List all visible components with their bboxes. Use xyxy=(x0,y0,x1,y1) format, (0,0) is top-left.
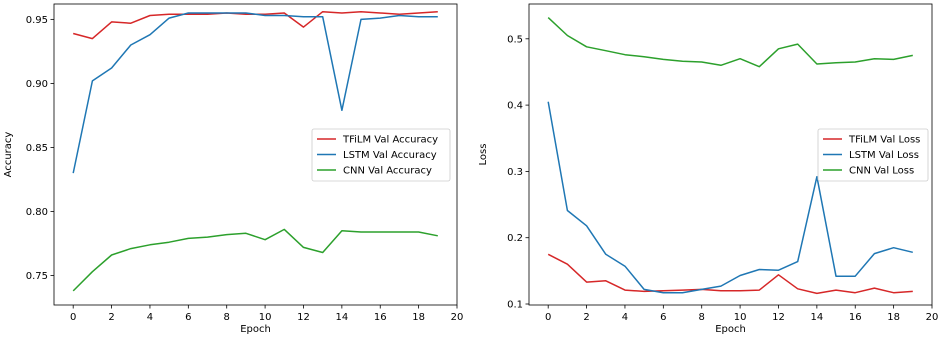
x-tick-label: 14 xyxy=(810,312,823,323)
x-tick-label: 6 xyxy=(185,312,191,323)
x-tick-label: 0 xyxy=(70,312,76,323)
y-tick-label: 0.5 xyxy=(507,34,523,45)
chart-panel-1: 0 2 4 6 8 10 12 14 16 18 20 0.75 0.80 0.85 0.90 0.95 Epo… xyxy=(3,4,463,334)
x-tick-label: 14 xyxy=(335,312,348,323)
series-line-3 xyxy=(73,229,438,291)
x-tick-label: 0 xyxy=(545,312,551,323)
y-tick-label: 0.75 xyxy=(26,271,48,282)
legend-label: LSTM Val Loss xyxy=(849,150,919,161)
series-line-1 xyxy=(73,12,438,39)
legend-label: TFiLM Val Loss xyxy=(848,135,920,146)
x-tick-label: 6 xyxy=(660,312,666,323)
x-tick-label: 18 xyxy=(887,312,900,323)
y-tick-label: 0.4 xyxy=(507,101,523,112)
x-tick-label: 2 xyxy=(583,312,589,323)
y-tick-label: 0.95 xyxy=(26,15,48,26)
x-tick-label: 16 xyxy=(849,312,862,323)
y-tick-label: 0.85 xyxy=(26,143,48,154)
x-tick-label: 4 xyxy=(622,312,628,323)
x-tick-label: 2 xyxy=(108,312,114,323)
x-axis-label: Epoch xyxy=(240,324,271,334)
x-tick-label: 10 xyxy=(734,312,747,323)
y-tick-label: 0.90 xyxy=(26,79,48,90)
x-tick-label: 4 xyxy=(147,312,153,323)
y-tick-label: 0.80 xyxy=(26,207,48,218)
legend-label: CNN Val Loss xyxy=(849,166,914,177)
x-tick-label: 18 xyxy=(412,312,425,323)
legend: TFiLM Val Accuracy LSTM Val Accuracy CNN V… xyxy=(312,129,450,181)
y-tick-label: 0.2 xyxy=(507,233,523,244)
legend: TFiLM Val Loss LSTM Val Loss CNN Val Loss xyxy=(818,129,928,181)
y-axis-label: Accuracy xyxy=(3,132,14,178)
x-tick-label: 20 xyxy=(926,312,939,323)
x-tick-label: 12 xyxy=(297,312,310,323)
y-tick-label: 0.3 xyxy=(507,167,523,178)
legend-label: LSTM Val Accuracy xyxy=(343,150,437,161)
x-tick-label: 8 xyxy=(224,312,230,323)
y-tick-label: 0.1 xyxy=(507,300,523,311)
y-axis-label: Loss xyxy=(478,144,489,166)
x-tick-label: 20 xyxy=(451,312,464,323)
x-tick-label: 8 xyxy=(699,312,705,323)
x-tick-label: 16 xyxy=(374,312,387,323)
legend-label: TFiLM Val Accuracy xyxy=(342,135,438,146)
chart-panel-2: 0 2 4 6 8 10 12 14 16 18 20 0.1 0.2 0.3 0.4 0.5 Epoch Los… xyxy=(478,4,938,334)
x-tick-label: 10 xyxy=(259,312,272,323)
x-tick-label: 12 xyxy=(772,312,785,323)
series-line-3 xyxy=(548,18,913,67)
x-axis-label: Epoch xyxy=(715,324,746,334)
legend-label: CNN Val Accuracy xyxy=(343,166,432,177)
